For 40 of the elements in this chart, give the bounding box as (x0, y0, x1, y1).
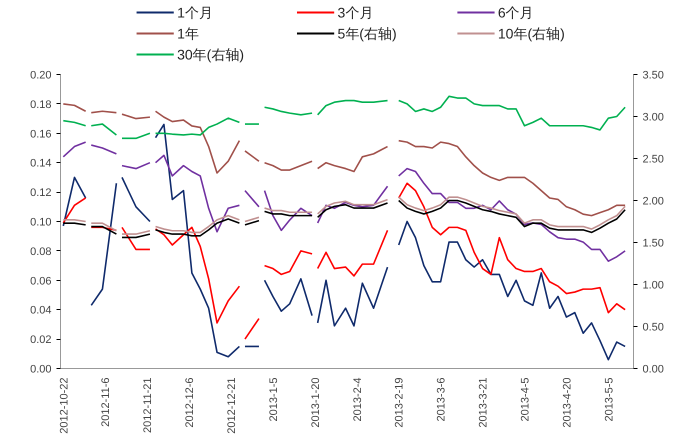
y-tick-label: 0.04 (30, 304, 52, 317)
x-tick-label: 2013-3-6 (436, 377, 448, 422)
y-tick-label: 0.06 (30, 275, 52, 288)
x-tick-label: 2012-10-22 (58, 377, 70, 434)
y-tick-label: 0.00 (30, 364, 52, 376)
legend-label: 5年(右轴) (337, 26, 397, 42)
x-tick-label: 2013-4-5 (519, 377, 532, 422)
x-tick-label: 2013-2-19 (394, 377, 406, 428)
y2-tick-label: 3.00 (642, 112, 664, 124)
y2-tick-label: 1.00 (642, 280, 664, 292)
y-tick-label: 0.02 (30, 334, 52, 346)
x-tick-label: 2012-12-6 (184, 377, 196, 428)
x-tick-label: 2013-1-20 (310, 377, 322, 428)
legend-label: 1年 (177, 26, 199, 42)
y-tick-label: 0.16 (30, 128, 52, 140)
legend-label: 30年(右轴) (177, 46, 244, 62)
y-tick-label: 0.12 (30, 187, 52, 200)
x-tick-label: 2012-11-6 (100, 377, 112, 427)
y2-tick-label: 3.50 (642, 70, 664, 82)
y-tick-label: 0.08 (30, 246, 52, 258)
legend-label: 6个月 (498, 4, 534, 20)
legend-label: 1个月 (177, 4, 213, 20)
legend-label: 10年(右轴) (498, 26, 565, 42)
y2-tick-label: 1.50 (642, 238, 664, 250)
y2-tick-label: 2.00 (642, 196, 664, 208)
x-tick-label: 2013-4-20 (561, 377, 574, 428)
y2-tick-label: 2.50 (642, 154, 664, 166)
x-tick-label: 2012-11-21 (142, 378, 154, 433)
y-tick-label: 0.18 (30, 98, 52, 111)
y-tick-label: 0.14 (30, 158, 52, 170)
y2-tick-label: 0.50 (642, 322, 664, 334)
y-tick-label: 0.10 (30, 216, 52, 228)
x-tick-label: 2013-5-5 (603, 377, 616, 422)
legend-label: 3个月 (337, 4, 374, 20)
x-tick-label: 2013-3-21 (478, 377, 490, 428)
x-tick-label: 2013-1-5 (268, 377, 280, 422)
y2-tick-label: 0.00 (642, 364, 664, 376)
x-tick-label: 2013-2-4 (352, 377, 364, 422)
y-tick-label: 0.20 (30, 70, 52, 82)
x-tick-label: 2012-12-21 (226, 377, 238, 434)
